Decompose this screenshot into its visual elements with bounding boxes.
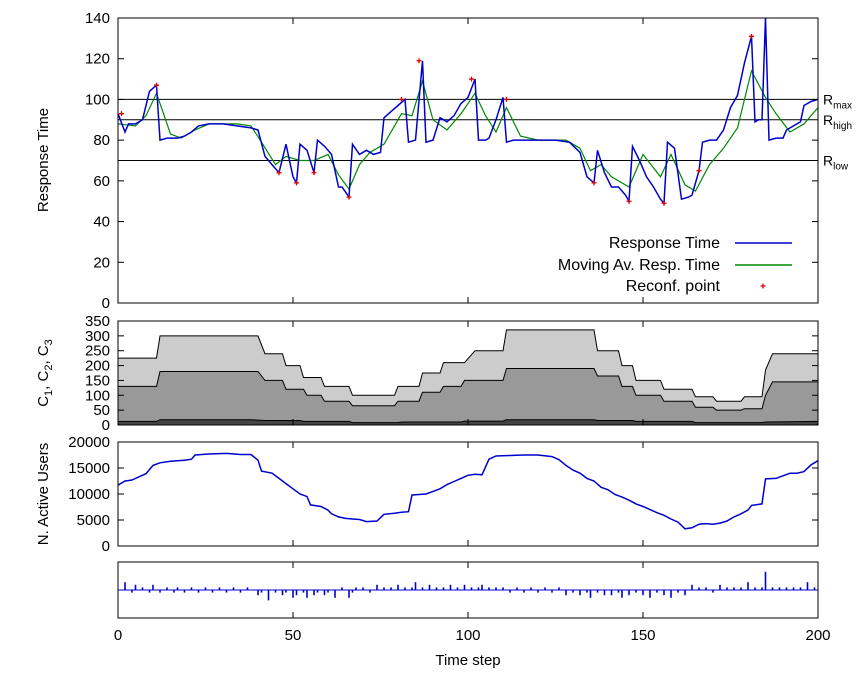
response-time-threshold-lines xyxy=(118,98,818,161)
reconf-point xyxy=(311,170,317,176)
threshold-label-low: Rlow xyxy=(823,153,849,173)
active-users-series xyxy=(117,452,819,530)
y-tick-label: 0 xyxy=(102,295,110,312)
reconf-point xyxy=(696,168,702,174)
legend: Response Time Moving Av. Resp. Time Reconf… xyxy=(558,235,792,295)
y-tick-label: 60 xyxy=(93,173,110,190)
y-tick-label: 80 xyxy=(93,132,110,149)
active-users-yticks: 0 5000 10000 15000 20000 xyxy=(68,434,818,555)
reconf-point xyxy=(469,76,474,82)
response-time-ylabel: Response Time xyxy=(35,108,52,212)
reconf-point xyxy=(294,180,299,186)
reconf-point xyxy=(119,111,124,117)
reconf-point xyxy=(346,194,352,200)
reconf-point xyxy=(276,170,282,176)
capacity-ylabel-part: , C xyxy=(35,345,52,364)
threshold-label-high: Rhigh xyxy=(823,112,852,132)
capacity-ylabel-sub: 2 xyxy=(43,365,55,371)
capacity-area-c2 xyxy=(117,368,819,426)
reconf-point xyxy=(504,96,509,102)
y-tick-label: 120 xyxy=(85,51,110,68)
y-tick-label: 40 xyxy=(93,214,110,231)
response-time-panel: 0 20 40 60 80 100 120 140 Response Time RmaxRhi… xyxy=(35,10,852,312)
capacity-ylabel: C1, C2, C3 xyxy=(35,339,55,407)
reconf-point xyxy=(749,33,754,39)
y-tick-label: 0 xyxy=(102,538,110,555)
y-tick-label: 20 xyxy=(93,254,110,271)
legend-label: Reconf. point xyxy=(626,278,721,295)
x-tick-label: 50 xyxy=(285,627,302,644)
reconf-point xyxy=(591,180,597,186)
y-tick-label: 10000 xyxy=(68,486,110,503)
legend-swatch xyxy=(760,283,766,289)
x-axis-ticks: 0 50 100 150 200 xyxy=(114,18,831,644)
capacity-ylabel-sub: 3 xyxy=(43,339,55,345)
x-tick-label: 0 xyxy=(114,627,122,644)
y-tick-label: 100 xyxy=(85,91,110,108)
y-tick-label: 100 xyxy=(85,387,110,404)
response-time-series xyxy=(117,17,819,206)
active-users-line xyxy=(117,452,819,530)
deviation-bars xyxy=(118,571,818,601)
y-tick-label: 140 xyxy=(85,10,110,27)
legend-label: Moving Av. Resp. Time xyxy=(558,257,720,274)
response-time-line xyxy=(117,17,819,206)
capacity-ylabel-sub: 1 xyxy=(43,390,55,396)
reconf-point xyxy=(661,200,667,206)
y-tick-label: 5000 xyxy=(77,512,110,529)
threshold-label-max: Rmax xyxy=(823,91,852,111)
y-tick-label: 250 xyxy=(85,343,110,360)
y-tick-label: 20000 xyxy=(68,434,110,451)
reconf-point xyxy=(154,82,159,88)
y-tick-label: 0 xyxy=(102,417,110,434)
x-tick-label: 100 xyxy=(455,627,480,644)
y-tick-label: 200 xyxy=(85,358,110,375)
active-users-panel: 0 5000 10000 15000 20000 N. Active Users xyxy=(35,434,819,555)
x-tick-label: 150 xyxy=(630,627,655,644)
capacity-areas xyxy=(117,329,819,426)
reconf-point xyxy=(626,198,632,204)
x-tick-label: 200 xyxy=(805,627,830,644)
capacity-ylabel-part: C xyxy=(35,396,52,407)
y-tick-label: 15000 xyxy=(68,460,110,477)
active-users-ylabel: N. Active Users xyxy=(35,443,52,546)
deviation-panel: 0 50 100 150 200 Time step xyxy=(114,18,831,669)
y-tick-label: 350 xyxy=(85,313,110,330)
reconf-point xyxy=(399,96,404,102)
reconf-point xyxy=(416,58,422,64)
legend-label: Response Time xyxy=(609,235,720,252)
response-time-yticks: 0 20 40 60 80 100 120 140 xyxy=(85,10,818,312)
y-tick-label: 50 xyxy=(93,402,110,419)
capacity-ylabel-part: , C xyxy=(35,370,52,389)
active-users-plot-frame xyxy=(117,441,819,547)
y-tick-label: 150 xyxy=(85,372,110,389)
moving-average-line xyxy=(117,69,819,192)
x-axis-label: Time step xyxy=(435,652,500,669)
y-tick-label: 300 xyxy=(85,328,110,345)
